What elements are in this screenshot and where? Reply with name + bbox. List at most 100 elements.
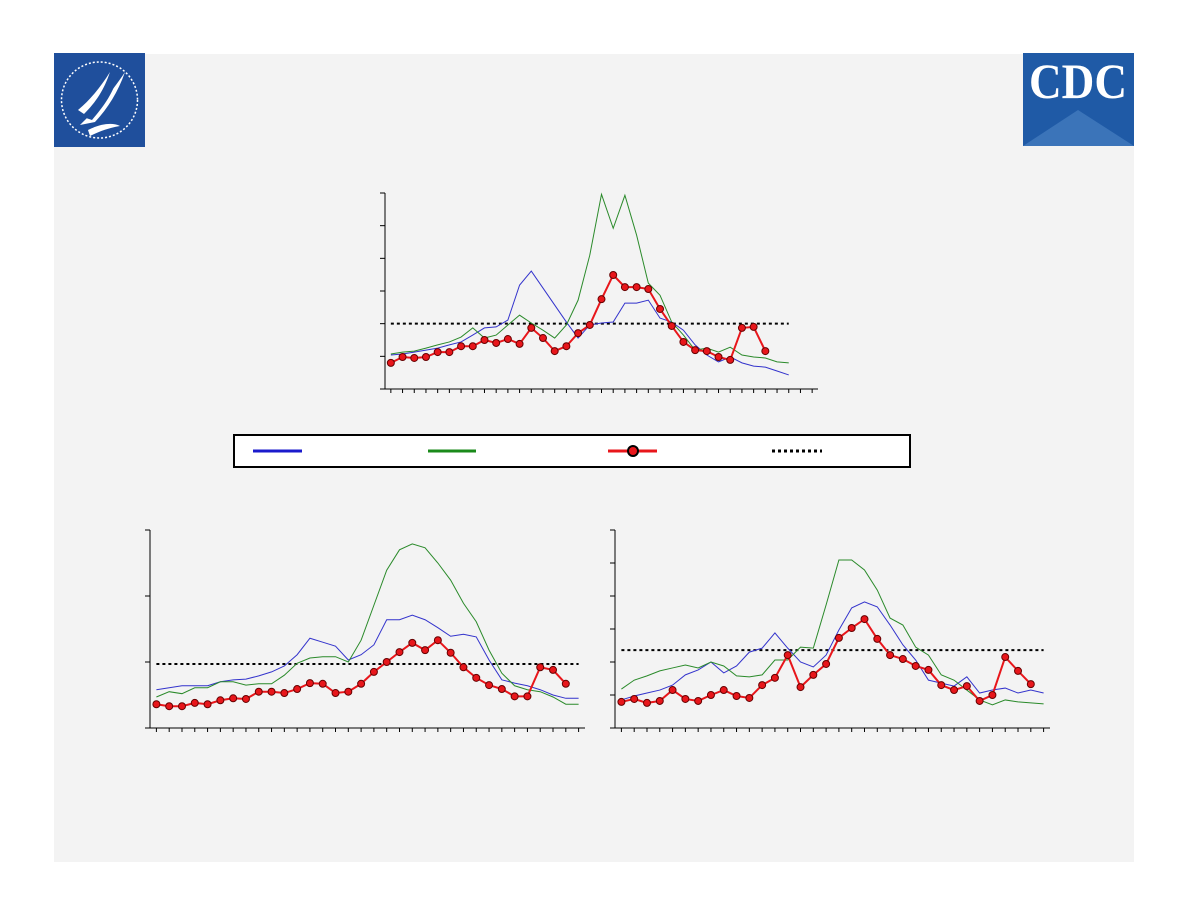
- point: [924, 665, 933, 674]
- point: [523, 692, 532, 701]
- point: [492, 338, 501, 347]
- point: [656, 304, 665, 313]
- point: [630, 694, 639, 703]
- point: [216, 696, 225, 705]
- point: [834, 633, 843, 642]
- point: [988, 691, 997, 699]
- point: [860, 615, 869, 624]
- cdc-logo: CDC: [1023, 53, 1134, 146]
- cdc-logo-text: CDC: [1029, 53, 1127, 109]
- point: [497, 685, 506, 694]
- point: [620, 283, 629, 292]
- point: [950, 686, 959, 695]
- point: [562, 342, 571, 351]
- point: [254, 687, 263, 696]
- point: [609, 270, 618, 279]
- point: [758, 681, 767, 690]
- point: [719, 686, 728, 695]
- point: [597, 295, 606, 304]
- point: [485, 681, 494, 690]
- point: [783, 651, 792, 660]
- point: [632, 283, 641, 292]
- point: [293, 685, 302, 694]
- point: [761, 347, 770, 356]
- point: [1026, 680, 1035, 689]
- point: [749, 322, 758, 331]
- series-line: [156, 614, 579, 699]
- point: [726, 355, 735, 364]
- point: [770, 673, 779, 682]
- point: [737, 323, 746, 332]
- point: [975, 696, 984, 705]
- point: [691, 346, 700, 355]
- point: [745, 693, 754, 702]
- point: [446, 648, 455, 657]
- point: [318, 679, 327, 688]
- point: [668, 686, 677, 695]
- point: [331, 689, 340, 698]
- point: [644, 285, 653, 294]
- point: [667, 321, 676, 330]
- point: [538, 334, 547, 343]
- point: [898, 655, 907, 664]
- point: [702, 347, 711, 356]
- point: [681, 694, 690, 703]
- legend: [233, 434, 911, 468]
- point: [203, 700, 212, 709]
- point: [510, 692, 519, 701]
- point: [408, 638, 417, 647]
- point: [847, 624, 856, 633]
- point: [480, 336, 489, 344]
- point: [694, 696, 703, 705]
- point: [549, 665, 558, 674]
- point: [655, 696, 664, 705]
- point: [472, 673, 481, 682]
- point: [177, 702, 186, 711]
- point: [459, 663, 468, 672]
- point: [468, 342, 477, 351]
- series-line: [390, 192, 789, 364]
- point: [241, 694, 250, 703]
- point: [190, 698, 199, 707]
- point: [305, 679, 314, 688]
- point: [822, 659, 831, 668]
- point: [457, 342, 466, 351]
- series-line: [621, 601, 1044, 701]
- point: [280, 689, 289, 698]
- point: [1001, 653, 1010, 662]
- point: [344, 687, 353, 696]
- point: [503, 335, 512, 344]
- point: [433, 348, 442, 357]
- point: [536, 663, 545, 672]
- point: [165, 702, 174, 711]
- point: [398, 352, 407, 361]
- point: [809, 670, 818, 679]
- point: [796, 683, 805, 692]
- point: [714, 352, 723, 361]
- point: [706, 691, 715, 699]
- point: [445, 348, 454, 357]
- point: [937, 681, 946, 690]
- point: [410, 353, 419, 362]
- point: [421, 646, 430, 655]
- point: [550, 347, 559, 356]
- point: [421, 352, 430, 361]
- point: [732, 691, 741, 700]
- point: [369, 667, 378, 676]
- point: [267, 687, 276, 696]
- point: [585, 320, 594, 329]
- point: [962, 682, 971, 691]
- point: [357, 679, 366, 688]
- point: [527, 323, 536, 332]
- point: [395, 648, 404, 657]
- point: [873, 634, 882, 643]
- point: [886, 651, 895, 660]
- point: [911, 661, 920, 670]
- point: [617, 697, 626, 706]
- series-line: [156, 543, 579, 705]
- point: [1014, 666, 1023, 675]
- point: [574, 329, 583, 338]
- point: [229, 694, 238, 703]
